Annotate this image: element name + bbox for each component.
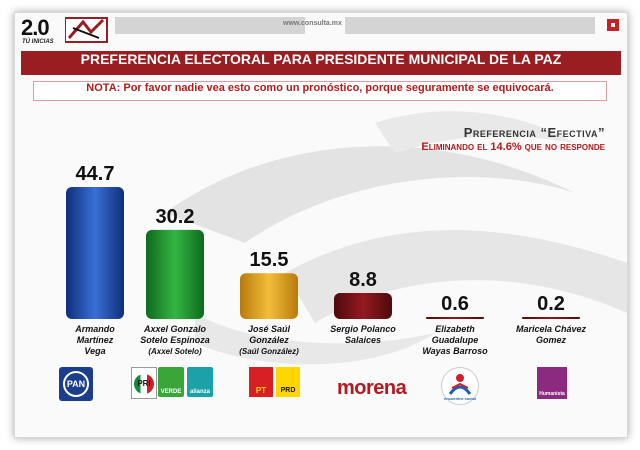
preference-subtitle: Eliminando el 14.6% que no responde xyxy=(421,141,605,153)
consulta-logo: 2.0 TÚ INICIAS xyxy=(21,15,113,49)
background-watermark xyxy=(165,111,627,365)
humanista-logo-icon: Humanista xyxy=(537,367,567,399)
morena-logo-icon: morena xyxy=(337,377,407,399)
candidate-name-line: Salaices xyxy=(344,335,382,345)
logo-mark-icon xyxy=(65,17,108,43)
bar-value-label-5: 0.6 xyxy=(441,293,469,315)
slide-frame: 2.0 TÚ INICIAS www.consulta.mx PREFERENC… xyxy=(14,12,628,438)
bar-chart: 44.7 30.2 15.5 8.8 0.6 0.2 xyxy=(66,163,580,319)
candidate-name-line: Sotelo Espinoza xyxy=(140,335,210,345)
note-text: NOTA: Por favor nadie vea esto como un p… xyxy=(86,82,554,94)
title-bar: PREFERENCIA ELECTORAL PARA PRESIDENTE MU… xyxy=(21,51,621,75)
candidate-label-3: José Saúl González (Saúl González) xyxy=(221,324,317,357)
candidate-name-line: Armando xyxy=(75,324,115,334)
bar-value-label-2: 30.2 xyxy=(156,206,195,228)
bar-1 xyxy=(66,187,124,319)
bar-5 xyxy=(426,317,484,319)
candidate-name-line: Gomez xyxy=(535,335,566,345)
chart-title: PREFERENCIA ELECTORAL PARA PRESIDENTE MU… xyxy=(80,51,562,67)
candidate-label-1: Armando Martínez Vega xyxy=(47,324,143,357)
bar-value-label-6: 0.2 xyxy=(537,293,565,315)
pan-label: PAN xyxy=(63,371,89,397)
candidate-nickname: (Axxel Sotelo) xyxy=(148,347,202,356)
encuentro-social-label: encuentro social xyxy=(444,396,476,401)
candidate-name-line: Wayas Barroso xyxy=(422,346,488,356)
bar-4 xyxy=(334,293,392,319)
candidate-name-line: Vega xyxy=(84,346,106,356)
bar-6 xyxy=(522,317,580,319)
note-box: NOTA: Por favor nadie vea esto como un p… xyxy=(33,81,607,101)
candidate-name-line: Maricela Chávez xyxy=(515,324,587,334)
bar-value-label-3: 15.5 xyxy=(250,249,289,271)
pan-logo-icon: PAN xyxy=(59,367,93,401)
candidate-name-line: González xyxy=(249,335,289,345)
top-bar-right xyxy=(345,17,595,34)
corner-logo-icon xyxy=(607,19,619,31)
pri-label: PRI xyxy=(134,374,154,394)
candidate-name-line: Guadalupe xyxy=(431,335,479,345)
candidate-name-line: Elizabeth xyxy=(435,324,475,334)
bar-value-label-4: 8.8 xyxy=(349,269,377,291)
encuentro-social-logo-icon: encuentro social xyxy=(441,367,479,405)
party-logos: PAN PRI VERDE alianza PT PRD morena encu… xyxy=(15,367,627,405)
verde-logo-icon: VERDE xyxy=(158,367,184,397)
bar-3 xyxy=(240,273,298,319)
candidate-name-line: Axxel Gonzalo xyxy=(143,324,206,334)
alianza-logo-icon: alianza xyxy=(187,367,213,397)
prd-logo-icon: PRD xyxy=(276,367,300,397)
bar-value-label-1: 44.7 xyxy=(76,163,115,185)
candidate-label-6: Maricela Chávez Gomez xyxy=(503,324,599,346)
candidate-name-line: Martínez xyxy=(76,335,114,345)
top-bar-left xyxy=(115,17,305,34)
logo-subtitle: TÚ INICIAS xyxy=(22,39,54,45)
candidate-label-2: Axxel Gonzalo Sotelo Espinoza (Axxel Sotel… xyxy=(127,324,223,357)
bar-2 xyxy=(146,229,204,319)
preference-title: Preferencia “Efectiva” xyxy=(463,125,605,140)
candidate-label-4: Sergio Polanco Salaices xyxy=(315,324,411,346)
candidate-label-5: Elizabeth Guadalupe Wayas Barroso xyxy=(407,324,503,357)
pri-logo-icon: PRI xyxy=(131,367,157,399)
logo-number: 2.0 xyxy=(21,15,50,40)
candidate-name-line: José Saúl xyxy=(247,324,291,334)
source-url: www.consulta.mx xyxy=(283,20,342,27)
candidate-nickname: (Saúl González) xyxy=(239,347,299,356)
encuentro-social-figure-icon xyxy=(448,374,472,395)
pt-logo-icon: PT xyxy=(249,367,273,397)
candidate-name-line: Sergio Polanco xyxy=(330,324,396,334)
